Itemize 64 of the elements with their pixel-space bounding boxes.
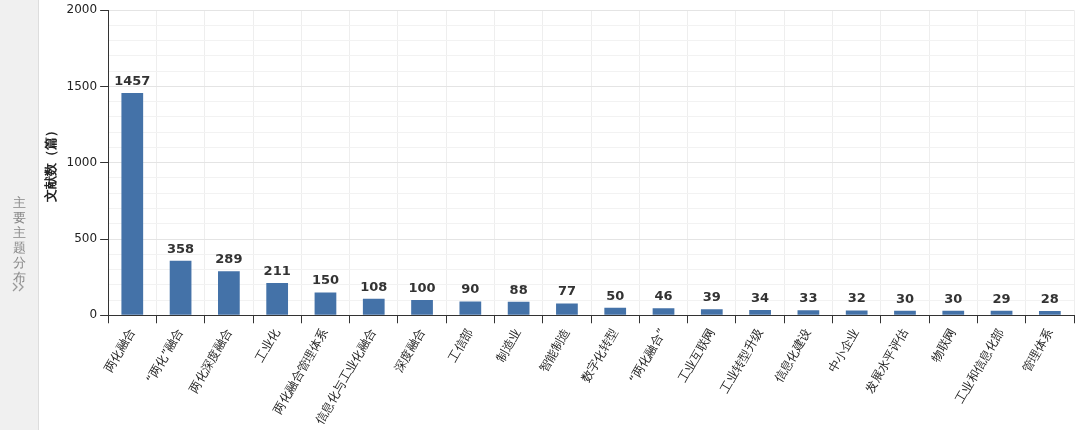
- x-tick-label: 工信部: [445, 325, 476, 365]
- y-axis-title: 文献数（篇）: [43, 123, 59, 203]
- bar: [797, 310, 820, 315]
- x-tick-label: 制造业: [493, 325, 524, 365]
- data-label: 211: [263, 262, 291, 278]
- x-tick-label: “两化”融合: [143, 325, 186, 386]
- bar: [652, 308, 675, 315]
- bar: [700, 309, 723, 315]
- data-label: 150: [311, 272, 340, 288]
- x-tick-label: 数字化转型: [578, 325, 621, 385]
- data-label: 108: [360, 278, 388, 294]
- x-tick-label: 两化深度融合: [186, 325, 235, 396]
- x-tick-label: 信息化建设: [771, 325, 814, 385]
- x-tick-label: 智能制造: [536, 325, 573, 375]
- text: 主要主题分布: [11, 195, 27, 285]
- data-label: 90: [461, 281, 480, 297]
- x-tick-label: “两化融合”: [626, 325, 669, 386]
- bar: [121, 93, 144, 315]
- data-label: 289: [215, 251, 243, 267]
- data-label: 100: [408, 279, 436, 295]
- data-label: 1457: [114, 72, 151, 88]
- x-tick-label: 两化融合: [101, 325, 138, 375]
- x-tick-label: 工业互联网: [674, 325, 718, 385]
- data-label: 46: [654, 288, 673, 304]
- bar: [942, 310, 965, 315]
- y-tick-label: 2000: [66, 2, 98, 17]
- x-tick-label: 深度融合: [391, 325, 428, 375]
- bar: [845, 310, 868, 315]
- data-label: 88: [509, 281, 528, 297]
- bar: [459, 301, 482, 315]
- x-tick-label: 物联网: [928, 325, 959, 365]
- data-label: 50: [606, 287, 625, 303]
- bar: [169, 260, 192, 315]
- y-tick-label: 1500: [66, 78, 98, 93]
- y-tick-label: 0: [89, 307, 98, 322]
- bar: [411, 300, 433, 315]
- bar: [604, 307, 627, 315]
- x-tick-label: 工业转型升级: [717, 325, 766, 396]
- bar: [362, 298, 385, 315]
- bar: [556, 303, 578, 315]
- data-label: 32: [847, 290, 866, 306]
- data-label: 34: [751, 289, 770, 305]
- bar: [990, 310, 1013, 315]
- x-tick-label: 工业化: [252, 325, 283, 365]
- bar: [894, 310, 916, 315]
- bar: [266, 283, 289, 315]
- data-label: 358: [167, 240, 195, 256]
- y-tick-label: 500: [74, 231, 98, 246]
- y-tick-label: 1000: [66, 154, 98, 169]
- bar: [507, 301, 530, 315]
- x-tick-label: 发展水平评估: [862, 325, 911, 396]
- data-label: 28: [1040, 290, 1059, 306]
- data-label: 39: [702, 289, 721, 305]
- x-tick-label: 中小企业: [825, 325, 862, 375]
- data-label: 30: [895, 290, 915, 306]
- x-tick-label: 管理体系: [1019, 325, 1056, 375]
- data-label: 77: [557, 283, 576, 299]
- bar: [1038, 311, 1061, 315]
- bar: [314, 292, 337, 315]
- data-label: 33: [799, 290, 818, 306]
- bar: [749, 310, 771, 315]
- data-label: 30: [944, 290, 963, 306]
- bar: [218, 271, 240, 315]
- data-label: 29: [992, 290, 1011, 306]
